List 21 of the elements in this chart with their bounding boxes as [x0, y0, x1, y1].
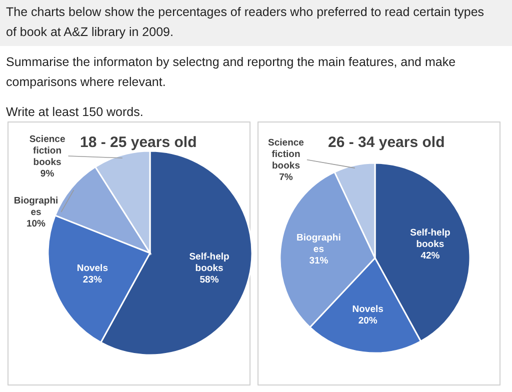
data-label: 58% [200, 274, 220, 286]
text: The charts below show the percentages of readers who preferred to read certain types of book at A&Z library in 2009. [6, 5, 484, 39]
slice-label: Novels [76, 262, 108, 274]
slice-label: Science fiction books [268, 138, 304, 172]
data-label: 31% [309, 256, 329, 267]
slice-label: Biographies [14, 196, 58, 218]
data-label: 20% [358, 315, 378, 326]
chart-title: 18 - 25 years old [80, 134, 197, 151]
data-label: 42% [420, 250, 440, 262]
text: Write at least 150 words. [6, 105, 144, 119]
data-label: 9% [40, 168, 55, 180]
slice-label: Self-help books [410, 227, 450, 250]
slice-label: Self-help books [189, 252, 230, 274]
text: Summarise the informaton by selectng and reportng the main features, and make comparisons where relevant. [6, 55, 456, 89]
data-label: 23% [82, 274, 102, 286]
slice-label: Novels [352, 304, 384, 315]
slice-label: Science fiction books [29, 134, 66, 168]
slice-label: Biographies [296, 232, 341, 256]
chart-title: 26 - 34 years old [328, 134, 445, 151]
data-label: 7% [279, 172, 294, 184]
data-label: 10% [26, 218, 46, 230]
